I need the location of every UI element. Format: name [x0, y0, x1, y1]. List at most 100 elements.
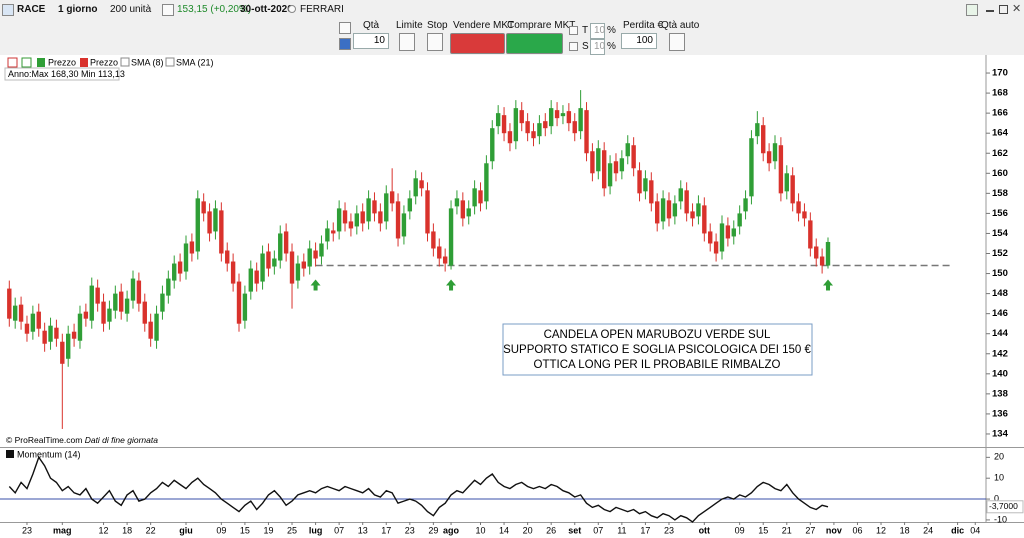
- candle-body: [219, 210, 224, 254]
- candle-body: [672, 203, 678, 217]
- credit-note: Dati di fine giornata: [85, 435, 159, 445]
- candle-body: [372, 200, 377, 214]
- candle-body: [825, 241, 831, 266]
- candle-body: [808, 220, 813, 249]
- candle-body: [89, 285, 94, 321]
- units[interactable]: 200 unità: [110, 4, 152, 15]
- x-tick-label: 18: [122, 525, 132, 535]
- x-tick-label: 27: [805, 525, 815, 535]
- candle-body: [278, 233, 283, 261]
- info-icon[interactable]: [288, 5, 296, 13]
- candle-body: [590, 151, 595, 174]
- candle-body: [578, 108, 583, 132]
- symbol[interactable]: RACE: [17, 4, 46, 15]
- y-tick-label: 170: [992, 68, 1008, 79]
- candle-body: [266, 251, 271, 269]
- candle-body: [313, 250, 318, 259]
- candle-body: [643, 178, 648, 192]
- loss-input[interactable]: 100: [621, 33, 657, 49]
- sell-button[interactable]: [450, 33, 505, 54]
- candle-body: [66, 333, 71, 359]
- buy-signal-arrow: [310, 279, 321, 291]
- candle-body: [655, 201, 660, 224]
- x-tick-label: 07: [334, 525, 344, 535]
- auto-qty-button[interactable]: [669, 33, 685, 51]
- app-icon[interactable]: [2, 4, 14, 16]
- candle-body: [18, 304, 24, 322]
- qty-input[interactable]: 10: [353, 33, 389, 49]
- annotation-line: OTTICA LONG PER IL PROBABILE RIMBALZO: [534, 359, 781, 371]
- t-checkbox[interactable]: [569, 26, 578, 35]
- x-tick-label: 12: [99, 525, 109, 535]
- x-tick-label: 23: [664, 525, 674, 535]
- candle-body: [431, 231, 436, 249]
- x-tick-label: 11: [617, 525, 626, 535]
- x-tick-label: 19: [263, 525, 273, 535]
- stop-button[interactable]: [427, 33, 443, 51]
- candle-body: [183, 243, 189, 272]
- minimize[interactable]: [986, 10, 994, 12]
- candle-body: [796, 201, 801, 214]
- momentum-legend-swatch[interactable]: [6, 450, 14, 458]
- chart-icon[interactable]: [162, 4, 174, 16]
- candle-body: [384, 193, 389, 222]
- legend-label: SMA (8): [131, 57, 164, 67]
- candle-body: [778, 145, 784, 194]
- candle-body: [784, 173, 789, 192]
- candle-body: [649, 180, 654, 204]
- candle-body: [625, 143, 630, 157]
- candle-body: [342, 210, 348, 224]
- candle-body: [802, 211, 807, 219]
- legend-icon[interactable]: [7, 57, 18, 68]
- window-icon[interactable]: [966, 4, 978, 16]
- legend-checkbox[interactable]: [165, 57, 175, 67]
- candle-body: [743, 198, 748, 212]
- y-tick-label: 162: [992, 148, 1008, 159]
- y-tick-label: 0: [994, 493, 999, 503]
- candle-body: [613, 161, 619, 174]
- candle-body: [814, 246, 819, 259]
- legend-icon[interactable]: [21, 57, 32, 68]
- maximize[interactable]: [999, 5, 1008, 14]
- limit-button[interactable]: [399, 33, 415, 51]
- buy-button[interactable]: [506, 33, 563, 54]
- s-input[interactable]: 10: [590, 39, 605, 55]
- credit-source: © ProRealTime.com: [6, 435, 82, 445]
- y-tick-label: 140: [992, 368, 1008, 379]
- legend-checkbox[interactable]: [120, 57, 130, 67]
- candle-body: [607, 163, 613, 187]
- x-tick-label: 24: [923, 525, 933, 535]
- candle-body: [295, 263, 301, 281]
- candle-body: [678, 188, 683, 202]
- x-tick-label: 17: [381, 525, 391, 535]
- y-tick-label: 148: [992, 288, 1008, 299]
- s-checkbox[interactable]: [569, 42, 578, 51]
- y-tick-label: -10: [994, 514, 1007, 524]
- candle-body: [543, 121, 548, 129]
- candle-body: [166, 278, 171, 296]
- period[interactable]: 1 giorno: [58, 4, 98, 15]
- candle-body: [319, 243, 324, 257]
- qty-label: Qtà: [363, 20, 380, 31]
- candle-body: [260, 253, 265, 282]
- settings-icon[interactable]: [339, 22, 351, 34]
- x-tick-label: 13: [358, 525, 368, 535]
- momentum-line: [8, 455, 829, 523]
- legend-swatch: [37, 58, 41, 67]
- candle-body: [113, 293, 118, 311]
- candle-body: [696, 203, 701, 217]
- candle-body: [95, 287, 100, 304]
- candle-body: [478, 190, 483, 204]
- candle-body: [71, 331, 77, 339]
- keypad-icon[interactable]: [339, 38, 351, 50]
- last-price: 153,15 (+0,20%): [177, 4, 252, 15]
- close[interactable]: ✕: [1012, 3, 1022, 15]
- candle-body: [136, 280, 142, 304]
- x-tick-label: 25: [287, 525, 297, 535]
- loss-label: Perdita €: [623, 20, 664, 31]
- candle-body: [713, 241, 719, 254]
- candle-body: [637, 170, 642, 194]
- legend-label: SMA (21): [176, 57, 214, 67]
- t-input[interactable]: 10: [590, 23, 605, 39]
- chart: Prezzo Prezzo SMA (8) SMA (21) Anno:Max …: [0, 55, 1024, 538]
